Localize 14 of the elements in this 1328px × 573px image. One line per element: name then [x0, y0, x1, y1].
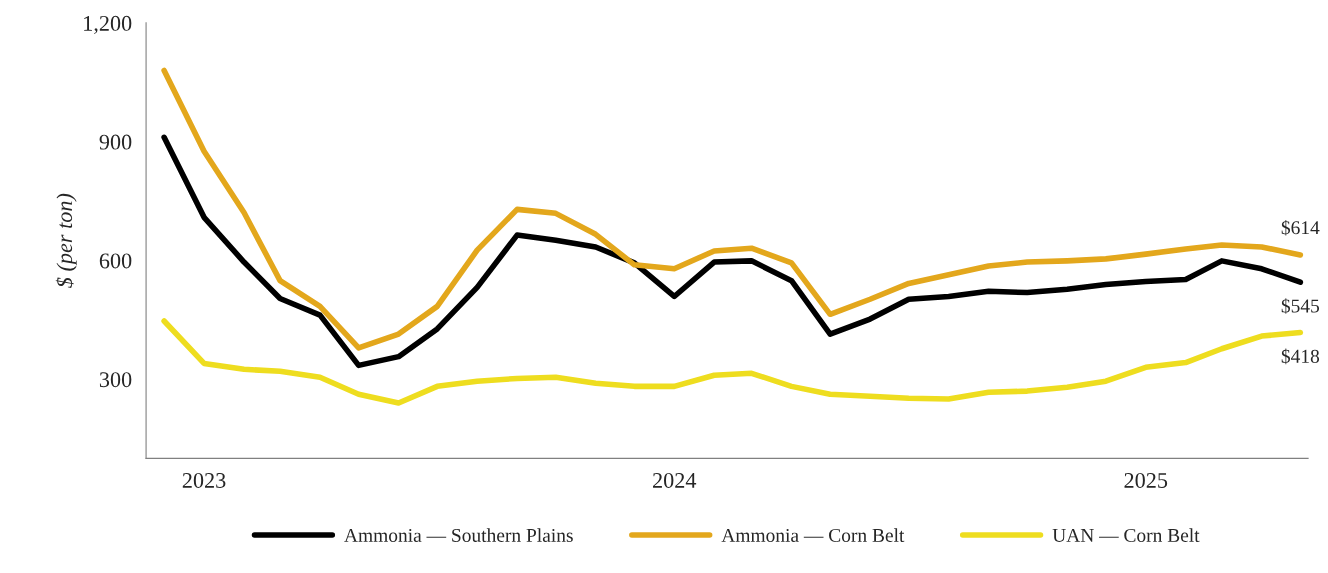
- y-axis-title: $ (per ton): [55, 193, 77, 288]
- y-tick-label: 900: [99, 134, 132, 150]
- y-tick-label: 300: [99, 372, 132, 388]
- legend-label: Ammonia — Southern Plains: [344, 528, 573, 542]
- annotation: $545: [1281, 298, 1320, 314]
- x-tick-label: 2024: [653, 472, 697, 488]
- legend-label: Ammonia — Corn Belt: [721, 528, 905, 542]
- x-tick-label: 2023: [182, 472, 226, 488]
- y-tick-label: 1,200: [84, 15, 132, 35]
- x-tick-label: 2025: [1124, 472, 1168, 488]
- legend-label: UAN — Corn Belt: [1052, 528, 1200, 542]
- annotation: $418: [1281, 348, 1320, 365]
- annotation: $614: [1281, 220, 1320, 236]
- y-tick-label: 600: [99, 253, 132, 269]
